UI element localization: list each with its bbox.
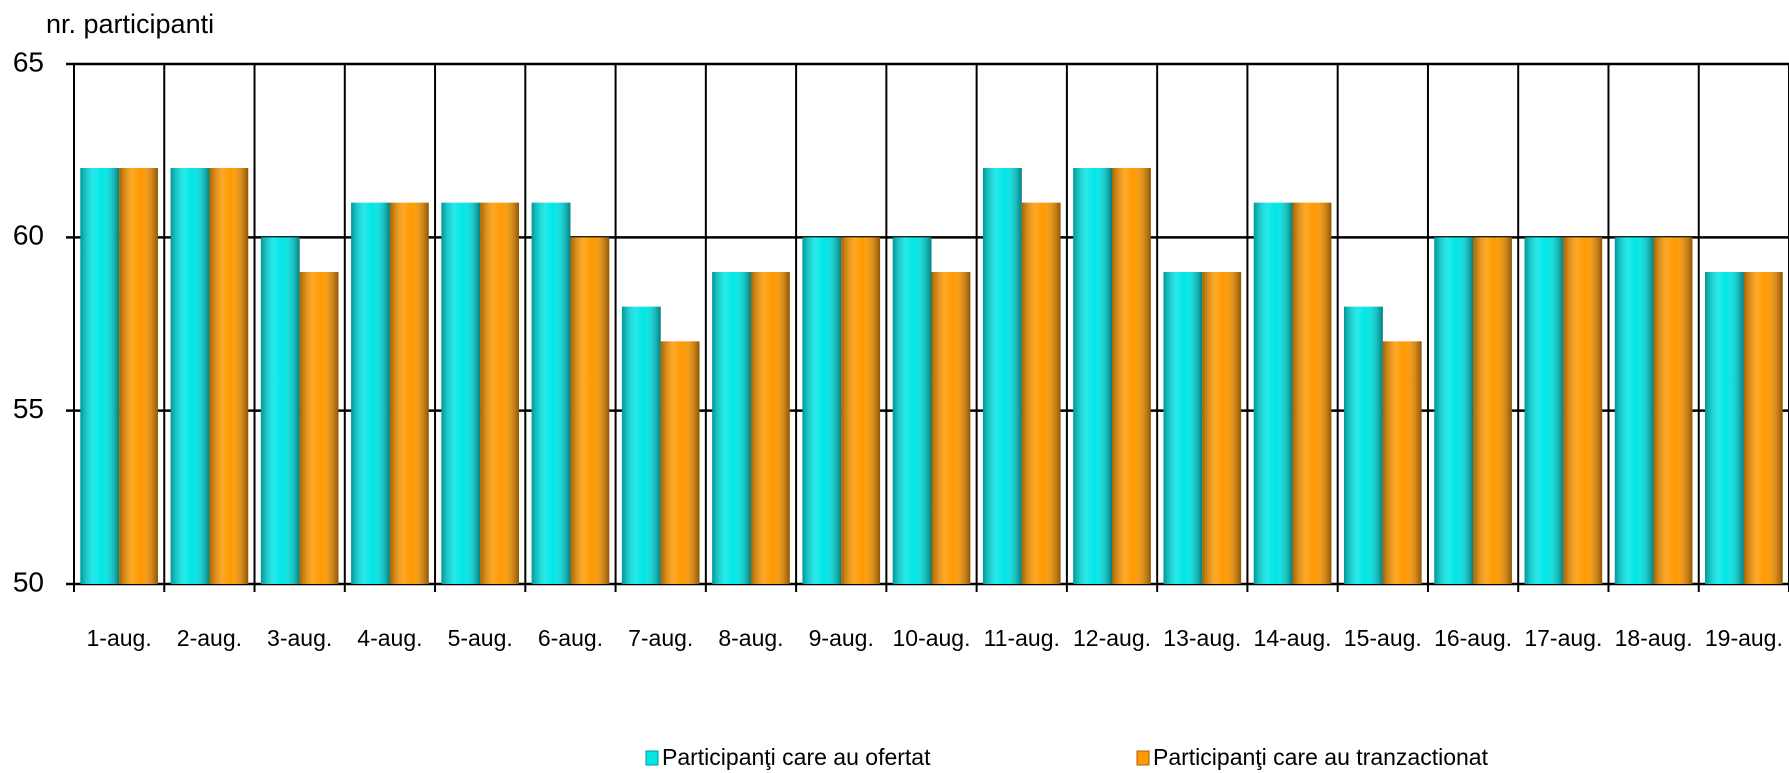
legend-label: Participanţi care au tranzactionat [1153,744,1489,770]
bar-shade [80,168,120,584]
bar-shade [1563,237,1603,585]
bar-shade [1614,237,1654,585]
x-tick-label: 2-aug. [177,625,242,651]
bar-shade [982,168,1022,584]
x-tick-label: 9-aug. [809,625,874,651]
bar-shade [299,272,339,584]
bar-shade [441,202,481,584]
x-tick-label: 15-aug. [1344,625,1422,651]
bar-shade [1163,272,1203,584]
y-tick-label: 60 [13,220,44,251]
bar-shade [841,237,881,585]
x-tick-label: 17-aug. [1524,625,1602,651]
bar-shade [570,237,610,585]
x-tick-label: 18-aug. [1615,625,1693,651]
x-tick-label: 13-aug. [1163,625,1241,651]
legend-label: Participanţi care au ofertat [662,744,931,770]
bar-shade [750,272,790,584]
bar-shade [170,168,210,584]
bar-shade [1524,237,1564,585]
bar-shade [621,306,661,584]
bar-shade [1434,237,1474,585]
bar-shade [1743,272,1783,584]
bar-shade [1073,168,1113,584]
bar-shade [892,237,932,585]
x-tick-label: 5-aug. [448,625,513,651]
bar-shade [260,237,300,585]
x-tick-label: 4-aug. [357,625,422,651]
x-tick-label: 3-aug. [267,625,332,651]
bar-shade [119,168,158,584]
x-tick-label: 16-aug. [1434,625,1512,651]
x-tick-label: 1-aug. [87,625,152,651]
bar-shade [802,237,842,585]
bar-shade [1382,341,1422,584]
bar-shade [1344,306,1383,584]
y-tick-label: 55 [13,393,44,424]
bar-shade [209,168,249,584]
bar-shade [1292,202,1332,584]
y-tick-label: 50 [13,566,44,597]
bar-shade [531,202,571,584]
bar-shade [1653,237,1693,585]
bar-shade [351,202,390,584]
x-tick-label: 11-aug. [984,625,1060,651]
x-tick-label: 8-aug. [718,625,783,651]
x-tick-label: 10-aug. [892,625,970,651]
legend-swatch [645,750,659,766]
y-axis-label: nr. participanti [46,9,214,39]
bar-shade [1021,202,1061,584]
bar-shade [389,202,429,584]
x-tick-label: 12-aug. [1073,625,1151,651]
bar-shade [931,272,971,584]
bar-shade [712,272,751,584]
bar-shade [1705,272,1744,584]
bar-shade [480,202,519,584]
y-tick-label: 65 [13,46,44,77]
x-tick-label: 7-aug. [628,625,693,651]
bar-shade [1253,202,1293,584]
x-tick-label: 14-aug. [1254,625,1332,651]
bar-shade [1202,272,1242,584]
bar-shade [660,341,700,584]
legend-swatch [1136,750,1150,766]
bar-shade [1473,237,1512,585]
bar-shade [1112,168,1151,584]
x-tick-label: 19-aug. [1705,625,1783,651]
x-tick-label: 6-aug. [538,625,603,651]
